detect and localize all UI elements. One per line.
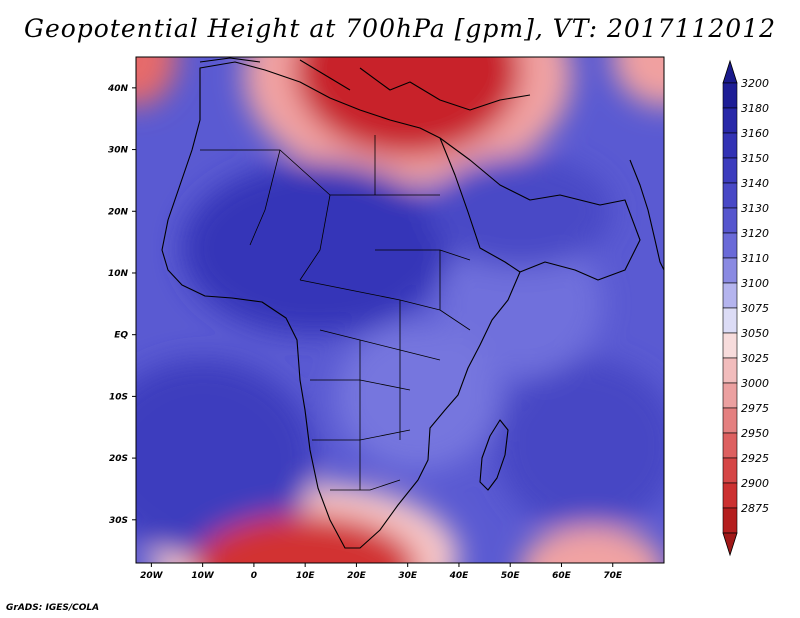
field-region-southern-africa-lowish bbox=[335, 322, 500, 471]
india-coastline bbox=[629, 159, 664, 271]
field-region-indian-ocean-high bbox=[494, 359, 664, 533]
lon-tick-label: 20W bbox=[140, 571, 164, 581]
colorbar-level-label: 3150 bbox=[741, 152, 769, 165]
lon-tick-label: 30E bbox=[398, 571, 418, 581]
plot-frame bbox=[135, 56, 665, 564]
europe-coastline bbox=[199, 57, 531, 111]
colorbar-swatch bbox=[722, 207, 738, 234]
colorbar-swatch bbox=[722, 407, 738, 434]
lat-tick-label: 20S bbox=[109, 454, 128, 464]
colorbar-level-label: 3075 bbox=[741, 302, 769, 315]
lon-tick-label: 40E bbox=[449, 571, 470, 581]
latitude-axis: 40N 30N 20N 10N EQ 10S 20S 30S bbox=[107, 84, 136, 526]
colorbar-level-label: 3100 bbox=[741, 277, 769, 290]
field-region-southern-atlantic-high bbox=[136, 359, 316, 557]
coastlines bbox=[161, 57, 664, 549]
colorbar-swatch bbox=[722, 257, 738, 284]
colorbar-bottom-arrow bbox=[722, 532, 738, 557]
colorbar-level-label: 3200 bbox=[741, 77, 769, 90]
colorbar-swatch bbox=[722, 107, 738, 134]
colorbar-swatch bbox=[722, 357, 738, 384]
colorbar-top-arrow bbox=[722, 59, 738, 84]
lat-tick-label: 40N bbox=[107, 84, 129, 94]
madagascar-coastline bbox=[479, 419, 509, 491]
field-region-southern-ocean-low bbox=[193, 513, 418, 563]
colorbar-swatch bbox=[722, 82, 738, 109]
country-borders bbox=[200, 135, 471, 491]
lat-tick-label: 10N bbox=[108, 269, 129, 279]
colorbar-level-label: 3160 bbox=[741, 127, 769, 140]
field-region-northwest-corner-low bbox=[136, 57, 177, 107]
lon-tick-label: 20E bbox=[347, 571, 367, 581]
colorbar-swatch bbox=[722, 457, 738, 484]
lat-tick-label: EQ bbox=[114, 331, 128, 341]
field-region-arabia-ridge bbox=[428, 155, 613, 267]
colorbar-swatch bbox=[722, 482, 738, 509]
colorbar-swatch bbox=[722, 232, 738, 259]
field-region-northeast-corner-low bbox=[612, 57, 664, 107]
colorbar-level-label: 2950 bbox=[741, 427, 769, 440]
colorbar-level-label: 3000 bbox=[741, 377, 769, 390]
lat-tick-label: 30S bbox=[109, 516, 128, 526]
lon-tick-label: 10W bbox=[191, 571, 215, 581]
colorbar-swatch bbox=[722, 332, 738, 359]
colorbar-level-label: 3050 bbox=[741, 327, 769, 340]
grads-credit: GrADS: IGES/COLA bbox=[6, 603, 100, 613]
colorbar-level-label: 3140 bbox=[741, 177, 769, 190]
colorbar-level-label: 3120 bbox=[741, 227, 769, 240]
colorbar-swatch bbox=[722, 307, 738, 334]
lon-tick-label: 50E bbox=[501, 571, 521, 581]
colorbar-level-label: 3180 bbox=[741, 102, 769, 115]
lat-tick-label: 10S bbox=[109, 392, 128, 402]
field-region-sahara-ridge bbox=[182, 161, 449, 335]
longitude-axis: 20W 10W 0 10E 20E 30E 40E 50E 60E 70E bbox=[140, 563, 623, 581]
colorbar-level-label: 3110 bbox=[741, 252, 769, 265]
colorbar-level-label: 2900 bbox=[741, 477, 769, 490]
africa-coastline bbox=[161, 61, 521, 549]
arabia-coastline bbox=[439, 137, 641, 281]
lon-tick-label: 70E bbox=[603, 571, 623, 581]
colorbar-swatch bbox=[722, 182, 738, 209]
field-region-southeast-low bbox=[521, 525, 664, 563]
colorbar-swatch bbox=[722, 382, 738, 409]
colorbar-swatch bbox=[722, 507, 738, 534]
colorbar-level-label: 2975 bbox=[741, 402, 769, 415]
colorbar-level-label: 3130 bbox=[741, 202, 769, 215]
colorbar-swatch bbox=[722, 432, 738, 459]
lon-tick-label: 0 bbox=[251, 571, 257, 581]
plot-area bbox=[135, 56, 665, 564]
lon-tick-label: 10E bbox=[296, 571, 316, 581]
colorbar-level-label: 2925 bbox=[741, 452, 769, 465]
colorbar-swatch bbox=[722, 157, 738, 184]
colorbar-level-label: 2875 bbox=[741, 502, 769, 515]
lat-tick-label: 30N bbox=[108, 146, 129, 156]
colorbar: 3200 3180 3160 3150 3140 3130 3120 3110 3100 3075… bbox=[722, 59, 769, 557]
lat-tick-label: 20N bbox=[108, 207, 129, 217]
map-title: Geopotential Height at 700hPa [gpm], VT:… bbox=[23, 14, 777, 43]
colorbar-level-label: 3025 bbox=[741, 352, 769, 365]
height-field bbox=[136, 57, 664, 563]
colorbar-swatch bbox=[722, 282, 738, 309]
lon-tick-label: 60E bbox=[552, 571, 572, 581]
colorbar-swatch bbox=[722, 132, 738, 159]
field-region-mediterranean-low bbox=[294, 57, 521, 156]
